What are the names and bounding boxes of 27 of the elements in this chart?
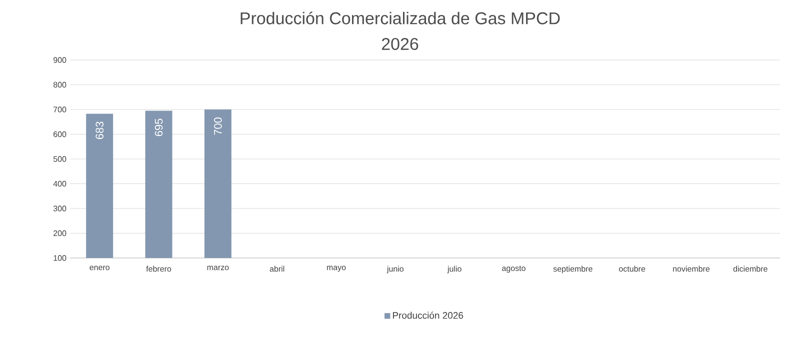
data-label: 695: [154, 118, 163, 136]
x-tick-label: marzo: [207, 266, 229, 270]
x-tick-label: octubre: [619, 266, 646, 272]
x-tick-label: noviembre: [673, 266, 710, 272]
y-tick-label: 600: [54, 131, 66, 138]
y-tick-label: 200: [54, 230, 66, 236]
x-tick-label: febrero: [146, 266, 172, 272]
x-tick-label: julio: [447, 266, 462, 274]
y-tick-label: 700: [54, 106, 66, 112]
x-tick-label: mayo: [327, 266, 346, 272]
chart-title: Producción Comercializada de Gas MPCD: [240, 12, 560, 24]
y-tick-label: 900: [54, 57, 66, 63]
x-tick-label: abril: [270, 266, 284, 272]
chart-subtitle: 2026: [382, 38, 418, 50]
y-tick-label: 400: [53, 180, 66, 187]
data-label: 683: [96, 122, 104, 140]
data-label: 700: [214, 117, 222, 135]
x-tick-label: agosto: [502, 266, 526, 273]
y-tick-label: 300: [53, 206, 66, 212]
legend-label: Producción 2026: [392, 312, 464, 319]
x-tick-label: junio: [386, 266, 404, 274]
y-tick-label: 800: [53, 82, 66, 88]
x-tick-label: diciembre: [733, 266, 768, 272]
x-tick-label: septiembre: [553, 266, 592, 274]
x-tick-label: enero: [90, 266, 110, 270]
y-tick-label: 100: [54, 255, 66, 261]
y-tick-label: 500: [53, 156, 66, 162]
